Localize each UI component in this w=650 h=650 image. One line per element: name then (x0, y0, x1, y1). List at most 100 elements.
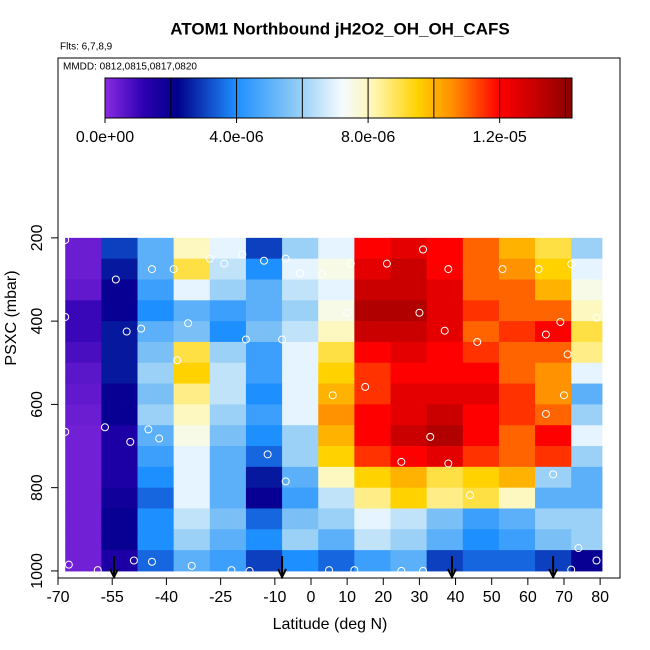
sample-point (397, 566, 406, 575)
heat-cell (137, 383, 175, 405)
heat-cell (462, 279, 500, 301)
heat-cell (101, 383, 139, 405)
heat-cell (318, 446, 355, 468)
sample-point (147, 557, 156, 566)
heat-cell (209, 508, 247, 530)
heat-cell (209, 404, 247, 426)
sample-point (567, 260, 576, 269)
heat-cell (318, 466, 355, 489)
heat-cell (245, 446, 283, 468)
heat-cell (209, 425, 247, 447)
heat-cell (101, 487, 139, 509)
heat-cell (318, 321, 355, 343)
colorbar-tick-label: 4.0e-06 (209, 129, 263, 146)
heat-cell (245, 321, 283, 343)
heat-cell (390, 362, 428, 385)
x-axis-label: Latitude (deg N) (273, 616, 388, 633)
heat-cell (282, 446, 319, 468)
heat-cell (390, 529, 428, 551)
colorbar-tick-label: 0.0e+00 (76, 129, 134, 146)
heat-cell (173, 550, 211, 572)
heat-cell (426, 487, 464, 509)
heat-cell (426, 466, 464, 489)
heat-cell (498, 404, 536, 426)
heat-cell (462, 341, 500, 364)
heat-cell (426, 446, 464, 468)
heat-cell (173, 466, 211, 489)
heat-cell (535, 487, 572, 509)
plot-frame (57, 57, 621, 579)
x-tick-label: 70 (555, 589, 573, 606)
heat-cell (209, 341, 247, 364)
heat-cell (245, 279, 283, 301)
heat-cell (101, 321, 139, 343)
sample-point (559, 391, 568, 400)
heat-cell (498, 383, 536, 405)
heat-cell (282, 404, 319, 426)
sample-point (155, 434, 164, 443)
heat-cell (318, 529, 355, 551)
sample-point (241, 335, 250, 344)
heat-cell (137, 237, 175, 260)
x-tick-label: 60 (519, 589, 537, 606)
sample-point (281, 477, 290, 486)
heat-cell (571, 404, 603, 426)
heat-cell (282, 550, 319, 572)
sample-point (541, 330, 550, 339)
heat-cell (571, 425, 603, 447)
heat-cell (390, 404, 428, 426)
sample-point (328, 391, 337, 400)
sample-point (415, 308, 424, 317)
arrow (277, 556, 287, 580)
heat-cell (426, 550, 464, 572)
sample-point (466, 491, 475, 500)
heat-cell (498, 237, 536, 260)
heat-cell (65, 300, 102, 322)
heat-cell (318, 550, 355, 572)
heat-cell (571, 466, 603, 489)
heat-cell (173, 404, 211, 426)
heat-cell (571, 300, 603, 322)
heat-cell (137, 508, 175, 530)
heat-cell (354, 425, 392, 447)
sample-point (346, 259, 355, 268)
heat-cell (318, 300, 355, 322)
heat-cell (498, 425, 536, 447)
heat-cell (173, 383, 211, 405)
sample-point (419, 566, 428, 575)
heat-cell (245, 508, 283, 530)
sample-point (245, 566, 254, 575)
sample-point (567, 565, 576, 574)
heat-cell (354, 362, 392, 385)
heat-cell (462, 383, 500, 405)
heat-cell (318, 404, 355, 426)
arrow (548, 556, 559, 580)
heat-cell (426, 300, 464, 322)
heat-cell (354, 341, 392, 364)
sample-point (111, 275, 120, 284)
sample-point (100, 423, 109, 432)
sample-point (260, 256, 269, 265)
heat-cell (173, 529, 211, 551)
heat-cell (173, 237, 211, 260)
x-tick-label: -55 (101, 589, 124, 606)
heat-cell (209, 383, 247, 405)
heat-cell (535, 341, 572, 364)
sample-point (426, 432, 435, 441)
sample-point (129, 556, 138, 565)
heat-cell (571, 446, 603, 468)
heat-cell (498, 466, 536, 489)
sample-point (592, 556, 601, 565)
heat-cell (318, 258, 355, 280)
heat-cell (571, 237, 603, 260)
heat-cell (426, 404, 464, 426)
heat-cell (535, 258, 572, 280)
heat-cell (535, 404, 572, 426)
heat-cell (101, 466, 139, 489)
heat-cell (65, 466, 102, 489)
heat-cell (318, 341, 355, 364)
sample-point (220, 259, 229, 268)
heat-cell (571, 341, 603, 364)
heat-cell (498, 529, 536, 551)
heat-cell (65, 487, 102, 509)
